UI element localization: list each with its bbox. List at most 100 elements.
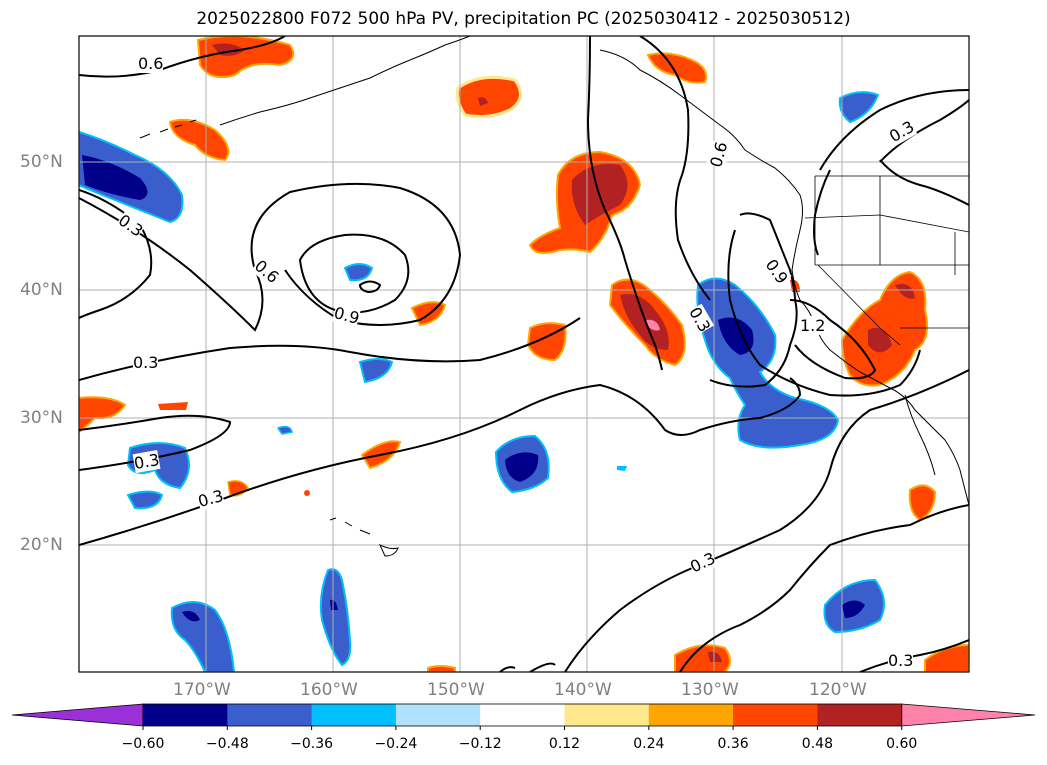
pv-contour-0.3 <box>879 99 969 163</box>
pv-contour-0.3 <box>79 377 802 546</box>
contour-label: 0.3 <box>132 449 161 474</box>
lon-label: 120°W <box>809 680 867 700</box>
contour-label: 0.3 <box>195 486 226 511</box>
colorbar-segment <box>311 704 397 726</box>
pv-contour-0.3 <box>586 36 663 371</box>
precip-positive-core <box>868 327 892 353</box>
lat-label: 30°N <box>20 408 63 428</box>
contour-label: 0.3 <box>687 548 719 577</box>
colorbar-tick-label: −0.48 <box>205 736 249 752</box>
pv-contour-0.3 <box>819 89 969 171</box>
precip-positive-core <box>708 651 722 662</box>
colorbar-segment <box>733 704 818 726</box>
precip-positive-blob <box>427 665 456 672</box>
colorbar-segment <box>817 704 903 726</box>
pv-contour-0.6 <box>879 159 969 206</box>
precip-positive-blob <box>158 402 188 410</box>
contour-label: 0.3 <box>888 651 914 670</box>
coastlines <box>139 36 969 557</box>
precip-positive-blob <box>79 396 127 434</box>
pv-contour-0.9 <box>727 229 921 397</box>
pv-contour-0.6 <box>79 36 286 78</box>
colorbar-tick-label: −0.60 <box>121 736 165 752</box>
colorbar-frame <box>142 703 903 727</box>
precip-positive-blob <box>646 52 708 84</box>
canada-coast <box>599 49 969 506</box>
map-panel <box>79 36 969 672</box>
state-borders <box>804 175 969 346</box>
precip-negative-blob <box>343 263 374 282</box>
precip-negative-blob <box>358 358 394 384</box>
pv-contour-0.6 <box>79 182 462 332</box>
map-title: 2025022800 F072 500 hPa PV, precipitatio… <box>196 9 851 29</box>
contour-label: 0.3 <box>133 353 159 372</box>
lat-label: 20°N <box>20 535 63 555</box>
contour-label: 0.3 <box>114 210 147 241</box>
pv-contour-0.3 <box>679 504 969 672</box>
precip-positive-blob <box>168 118 230 162</box>
colorbar-segment <box>480 704 565 726</box>
contour-label: 0.9 <box>331 303 362 328</box>
contour-label: 0.6 <box>706 139 732 170</box>
colorbar-tick-label: −0.24 <box>374 736 418 752</box>
lon-label: 140°W <box>554 680 612 700</box>
pv-contour-0.9 <box>298 233 410 314</box>
precip-positive-core <box>895 283 915 299</box>
hawaiian-islands <box>329 517 399 557</box>
contour-label: 0.6 <box>250 256 283 287</box>
pv-contour-1.2 <box>789 299 877 380</box>
precip-positive-dot <box>304 490 310 496</box>
map-frame <box>78 35 970 673</box>
gridlines <box>79 36 969 672</box>
aleutian-islands <box>139 119 197 139</box>
colorbar-segment <box>648 704 734 726</box>
colorbar-tick-label: 0.60 <box>886 736 918 752</box>
precip-positive-blob <box>840 270 928 387</box>
lon-label: 170°W <box>173 680 231 700</box>
contour-label: 0.3 <box>685 303 715 336</box>
precip-negative-core <box>718 317 754 355</box>
lat-label: 40°N <box>20 280 63 300</box>
colorbar-tick-label: −0.12 <box>458 736 502 752</box>
pv-contour-0.6 <box>639 36 711 301</box>
colorbar-segment <box>395 704 481 726</box>
baja-coast <box>904 394 936 476</box>
colorbar-segment <box>227 704 313 726</box>
precip-negative-core <box>82 155 148 200</box>
precip-positive-core <box>478 97 488 106</box>
pv-contour-0.3 <box>859 639 969 672</box>
precip-negative-blob <box>170 601 236 672</box>
pv-contours <box>79 36 969 672</box>
lon-label: 160°W <box>300 680 358 700</box>
colorbar-segment <box>143 704 228 726</box>
lat-label: 50°N <box>20 152 63 172</box>
colorbar <box>11 703 1036 730</box>
precip-positive-max <box>645 319 660 331</box>
colorbar-tick-label: 0.12 <box>548 736 581 752</box>
precip-positive-blob <box>674 644 731 672</box>
pv-contour-0.3 <box>79 189 153 319</box>
colorbar-tick-label: 0.48 <box>801 736 833 752</box>
precip-shading <box>79 36 969 672</box>
pv-contour-0.3 <box>813 169 831 256</box>
precip-negative-blob <box>126 490 164 510</box>
precip-negative-core <box>505 452 539 482</box>
contour-label: 1.2 <box>800 316 826 335</box>
contour-label: 0.6 <box>138 54 164 73</box>
precip-positive-blob <box>908 484 937 522</box>
colorbar-tick-label: 0.24 <box>633 736 665 752</box>
precip-negative-core <box>330 599 338 610</box>
precip-positive-core <box>620 294 669 350</box>
precip-negative-core <box>842 600 865 618</box>
precip-negative-core <box>182 611 200 622</box>
lon-label: 130°W <box>681 680 739 700</box>
colorbar-tick-label: −0.36 <box>290 736 334 752</box>
colorbar-tick-label: 0.36 <box>717 736 749 752</box>
lon-label: 150°W <box>427 680 485 700</box>
pv-contour-1.2 <box>358 280 382 294</box>
pv-contour-0.3 <box>79 317 581 381</box>
pv-contour-0.3 <box>499 662 556 672</box>
colorbar-segment <box>564 704 650 726</box>
